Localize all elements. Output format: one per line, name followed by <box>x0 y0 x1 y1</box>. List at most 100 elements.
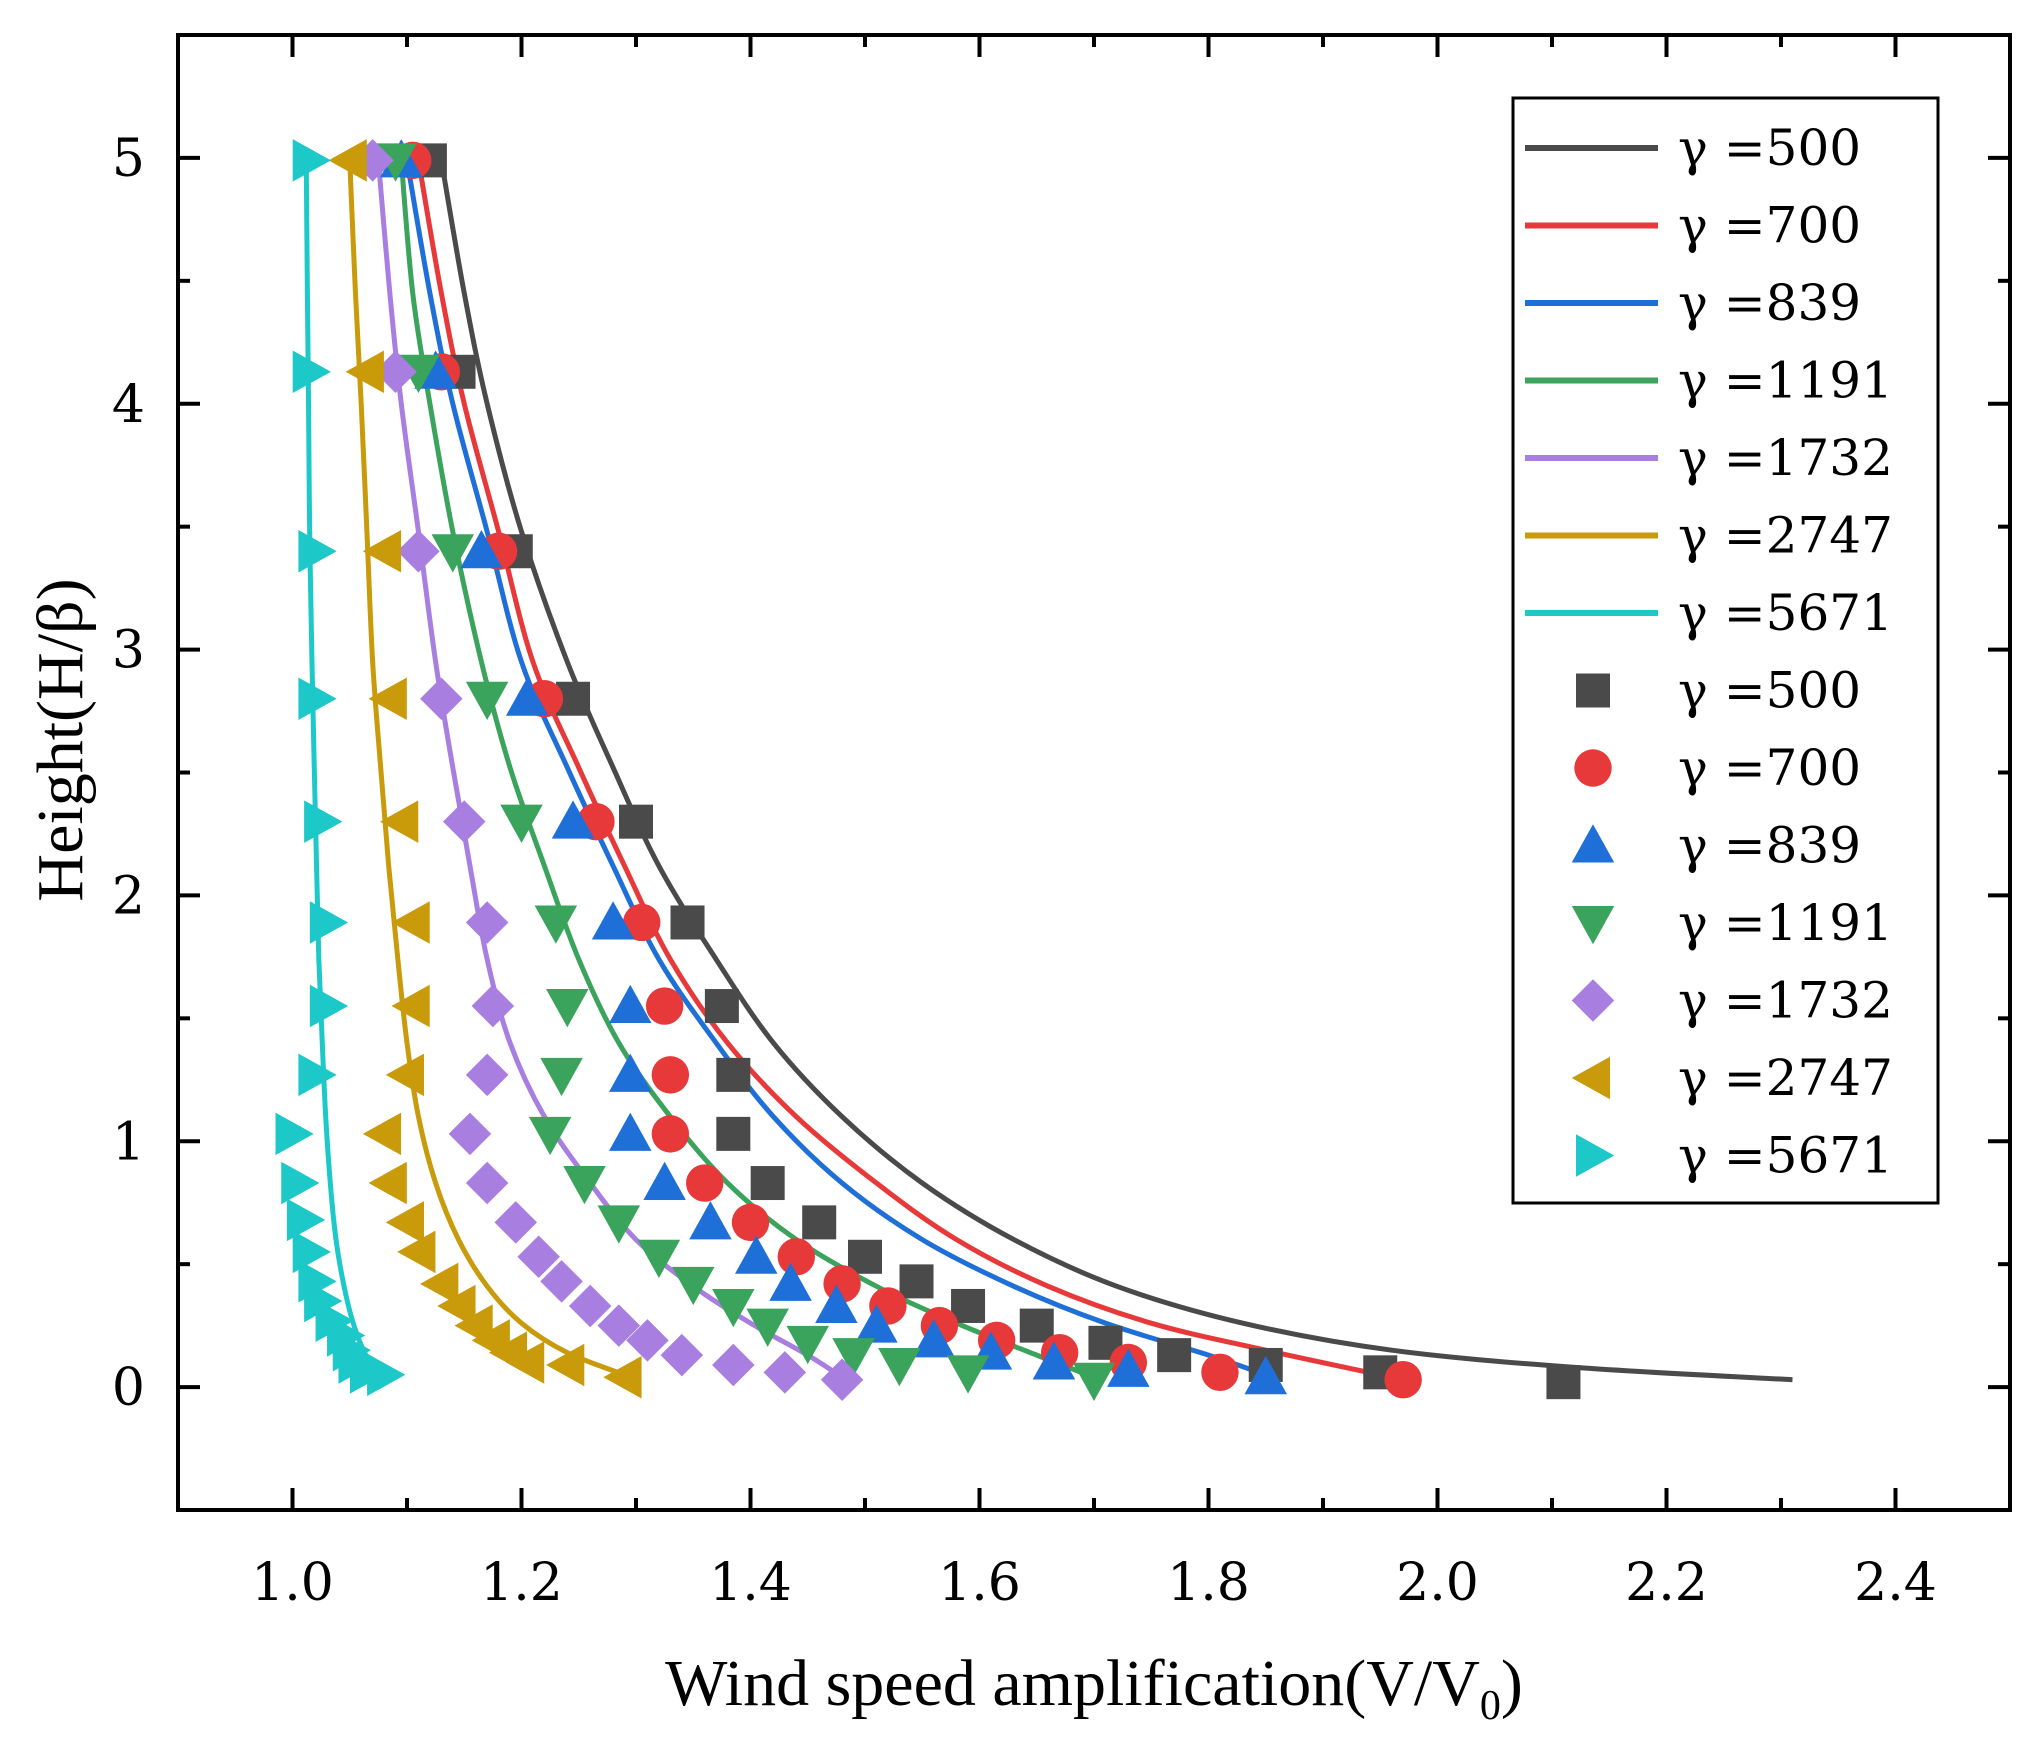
x-tick-label: 1.0 <box>251 1553 334 1613</box>
data-point <box>505 677 549 716</box>
data-point <box>568 1284 612 1328</box>
x-axis-title: Wind speed amplification(V/V0) <box>665 1647 1523 1729</box>
data-point <box>563 1166 606 1205</box>
data-point <box>591 901 635 940</box>
data-point <box>777 1238 815 1276</box>
data-point <box>643 1161 686 1201</box>
data-point <box>623 903 661 942</box>
data-point <box>397 1230 436 1274</box>
x-tick-label: 2.0 <box>1396 1553 1479 1613</box>
marker-series-5 <box>351 139 864 1401</box>
data-point <box>1384 1361 1422 1399</box>
y-tick-label: 3 <box>112 621 145 681</box>
data-point <box>298 677 337 720</box>
data-point <box>385 1053 424 1097</box>
data-point <box>1546 1365 1581 1400</box>
data-point <box>286 1198 326 1242</box>
data-point <box>609 1053 652 1092</box>
data-point <box>368 1161 407 1205</box>
data-point <box>848 1239 882 1274</box>
data-point <box>292 350 331 394</box>
data-point <box>609 1112 652 1151</box>
data-point <box>951 1288 986 1323</box>
x-axis-title-main: Wind speed amplification(V/V <box>665 1647 1480 1720</box>
data-point <box>500 804 543 843</box>
data-point <box>802 1205 837 1240</box>
data-point <box>626 1319 669 1362</box>
data-point <box>855 1304 898 1343</box>
data-point <box>619 804 653 839</box>
data-point <box>385 1201 424 1244</box>
legend-label: γ =839 <box>1678 274 1861 332</box>
data-point <box>786 1325 829 1365</box>
data-point <box>645 987 684 1025</box>
marker-series-3 <box>380 139 1287 1395</box>
data-point <box>367 1353 406 1397</box>
legend: γ =500 γ =700 γ =839 γ =1191 γ =1732 γ =2747 γ… <box>1511 96 1940 1205</box>
x-tick-label: 2.4 <box>1854 1553 1937 1613</box>
legend-label: γ =5671 <box>1678 584 1893 642</box>
data-point <box>345 350 384 394</box>
data-point <box>362 530 402 573</box>
data-point <box>946 1355 990 1394</box>
fit-curve-3 <box>404 159 1267 1378</box>
data-point <box>712 1343 755 1387</box>
data-point <box>391 984 430 1028</box>
data-point <box>815 1284 858 1323</box>
data-point <box>1244 1356 1287 1395</box>
data-point <box>597 1205 641 1244</box>
data-point <box>465 1053 509 1097</box>
data-point <box>443 800 486 843</box>
data-point <box>1107 1348 1150 1387</box>
data-point <box>704 989 739 1024</box>
legend-marker-swatch <box>1574 749 1612 787</box>
fit-curve-2 <box>415 159 1393 1380</box>
legend-label: γ =839 <box>1678 817 1861 875</box>
ticks-layer: 1.0 1.2 1.4 1.6 1.8 2.0 2.2 2.4 0 1 2 3 4 5 <box>112 33 2012 1613</box>
data-point <box>494 1201 538 1244</box>
data-point <box>362 1112 402 1156</box>
data-point <box>368 677 407 720</box>
data-point <box>309 984 349 1028</box>
data-point <box>716 1057 751 1092</box>
legend-marker-swatch <box>1571 824 1615 863</box>
x-tick-label: 1.6 <box>938 1553 1021 1613</box>
data-point <box>505 1341 545 1384</box>
data-point <box>878 1347 921 1387</box>
data-point <box>670 905 705 940</box>
data-point <box>540 1260 583 1303</box>
data-point <box>431 534 475 573</box>
data-point <box>528 1116 572 1156</box>
data-point <box>651 1056 690 1094</box>
data-point <box>460 530 503 569</box>
y-tick-label: 1 <box>112 1112 145 1172</box>
legend-label: γ =500 <box>1678 119 1861 177</box>
legend-label: γ =2747 <box>1678 1049 1893 1107</box>
legend-label: γ =5671 <box>1678 1127 1893 1185</box>
data-point <box>304 1279 343 1323</box>
data-point <box>281 1161 320 1205</box>
data-point <box>298 530 337 573</box>
data-point <box>540 1057 583 1097</box>
data-point <box>1157 1338 1192 1373</box>
data-point <box>471 984 515 1028</box>
x-axis-title-subscript: 0 <box>1480 1683 1501 1729</box>
data-point <box>304 800 343 843</box>
x-tick-label: 1.8 <box>1167 1553 1250 1613</box>
data-point <box>275 1112 314 1156</box>
data-point <box>832 1338 875 1377</box>
data-point <box>750 1166 785 1201</box>
data-point <box>731 1203 770 1242</box>
data-point <box>391 901 430 944</box>
legend-marker-swatch <box>1576 673 1610 708</box>
legend-label: γ =700 <box>1678 197 1861 255</box>
legend-marker-swatch <box>1571 1056 1610 1100</box>
legend-marker-swatch <box>1571 906 1615 945</box>
x-tick-label: 1.2 <box>480 1553 563 1613</box>
marker-series-4 <box>374 143 1116 1401</box>
data-point <box>465 1161 509 1205</box>
x-axis-title-end: ) <box>1501 1647 1523 1720</box>
y-tick-label: 2 <box>112 866 145 926</box>
data-point <box>746 1308 789 1347</box>
